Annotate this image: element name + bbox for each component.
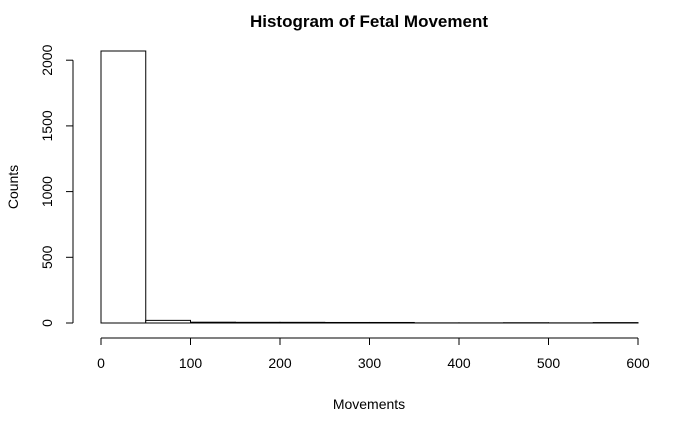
chart-title: Histogram of Fetal Movement: [250, 12, 488, 31]
x-tick-label-6: 600: [626, 355, 650, 371]
y-axis: 0 500 1000 1500 2000: [39, 44, 73, 326]
y-tick-label-1: 500: [39, 245, 55, 269]
x-axis: 0 100 200 300 400 500 600: [97, 338, 650, 371]
x-tick-label-5: 500: [537, 355, 561, 371]
x-tick-label-3: 300: [358, 355, 382, 371]
histogram-bars: [101, 51, 638, 323]
histogram-bar-4: [280, 322, 325, 323]
y-tick-label-0: 0: [39, 319, 55, 327]
x-tick-label-1: 100: [179, 355, 203, 371]
histogram-bar-5: [325, 322, 370, 323]
y-tick-label-2: 1000: [39, 176, 55, 207]
y-tick-label-3: 1500: [39, 110, 55, 141]
x-tick-label-4: 400: [447, 355, 471, 371]
y-tick-label-4: 2000: [39, 44, 55, 75]
y-axis-label: Counts: [5, 165, 21, 209]
histogram-bar-2: [191, 322, 236, 323]
histogram-bar-3: [235, 322, 280, 323]
x-axis-label: Movements: [333, 396, 405, 412]
x-tick-label-0: 0: [97, 355, 105, 371]
histogram-bar-1: [146, 320, 191, 323]
x-tick-label-2: 200: [268, 355, 292, 371]
histogram-bar-0: [101, 51, 146, 323]
histogram-bar-6: [370, 322, 415, 323]
